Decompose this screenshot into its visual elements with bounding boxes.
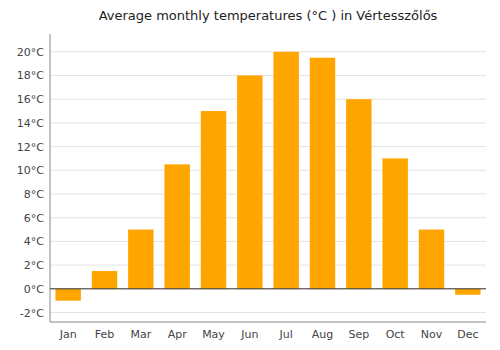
y-tick-label: 18°C: [17, 69, 44, 82]
x-tick-label: Apr: [168, 328, 188, 341]
x-axis-line: [50, 322, 486, 323]
y-tick-label: 6°C: [24, 212, 44, 225]
grid-line: [50, 122, 486, 123]
x-tick-label: Jul: [279, 328, 293, 341]
y-axis: -2°C 0°C 2°C 4°C 6°C 8°C 10°C 12°C 14°C 16°C 18°C 2…: [17, 46, 486, 320]
bar: [201, 111, 226, 289]
grid-line: [50, 75, 486, 76]
grid-line: [50, 288, 486, 289]
y-tick-label: -2°C: [20, 307, 44, 320]
x-tick-label: Nov: [421, 328, 443, 341]
y-tick-label: 10°C: [17, 164, 44, 177]
bars: [55, 52, 480, 301]
grid-line: [50, 194, 486, 195]
x-tick-label: Sep: [348, 328, 369, 341]
bar: [346, 99, 371, 289]
y-tick-label: 12°C: [17, 141, 44, 154]
bar: [455, 289, 480, 295]
x-tick-label: Jan: [59, 328, 77, 341]
y-tick-label: 16°C: [17, 93, 44, 106]
grid-line: [50, 312, 486, 313]
bar: [92, 271, 117, 289]
grid-line: [50, 99, 486, 100]
y-axis-line: [50, 34, 51, 322]
y-tick-label: 0°C: [24, 283, 44, 296]
y-tick-label: 20°C: [17, 46, 44, 59]
bar: [128, 230, 153, 289]
y-tick-label: 4°C: [24, 235, 44, 248]
title: Average monthly temperatures (°C ) in Vé…: [99, 8, 438, 23]
x-tick-label: Dec: [457, 328, 478, 341]
grid-line: [50, 170, 486, 171]
bar: [55, 289, 80, 301]
grid-line: [50, 146, 486, 147]
zero-line: [50, 288, 486, 289]
x-tick-label: Mar: [130, 328, 151, 341]
x-axis: Jan Feb Mar Apr May Jun Jul Aug Sep Oct Nov Dec: [59, 328, 479, 341]
x-tick-label: Jun: [240, 328, 258, 341]
grid-line: [50, 51, 486, 52]
x-tick-label: Oct: [386, 328, 406, 341]
x-tick-label: Aug: [312, 328, 333, 341]
chart: Average monthly temperatures (°C ) in Vé…: [0, 0, 500, 350]
x-tick-label: Feb: [95, 328, 114, 341]
grid-line: [50, 217, 486, 218]
y-tick-label: 8°C: [24, 188, 44, 201]
bar: [164, 164, 189, 288]
bar: [237, 75, 262, 288]
bar: [382, 158, 407, 288]
y-tick-label: 2°C: [24, 259, 44, 272]
bar: [310, 58, 335, 289]
y-tick-label: 14°C: [17, 117, 44, 130]
bar: [273, 52, 298, 289]
x-tick-label: May: [202, 328, 225, 341]
bar: [419, 230, 444, 289]
